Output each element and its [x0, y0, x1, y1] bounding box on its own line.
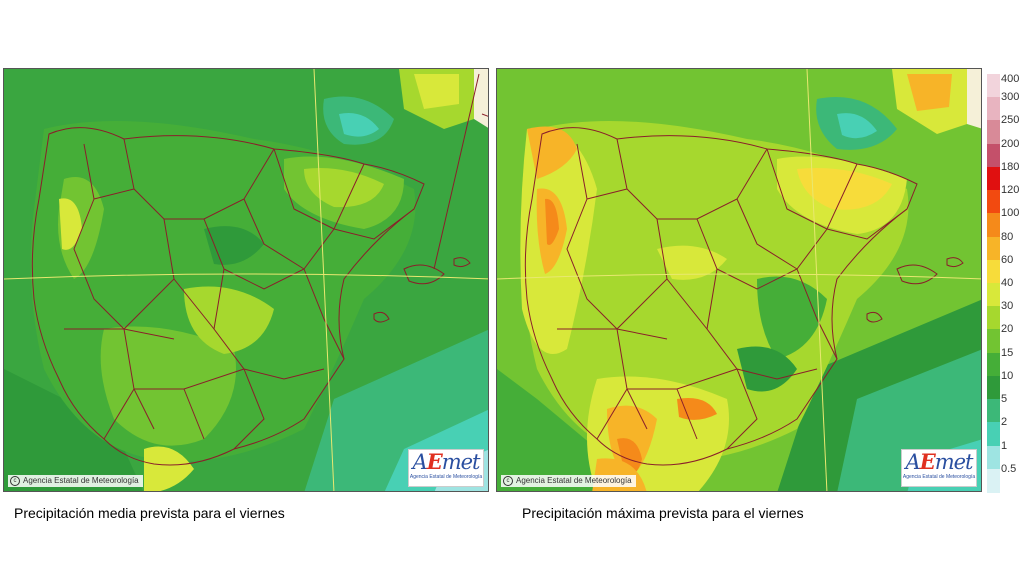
- legend-label: 40: [1001, 277, 1014, 289]
- credit-label: c Agencia Estatal de Meteorología: [501, 475, 636, 487]
- legend-swatch: [987, 445, 1000, 470]
- logo-subtext: Agencia Estatal de Meteorología: [409, 474, 483, 480]
- legend-label: 30: [1001, 300, 1014, 313]
- legend-label: 60: [1001, 253, 1014, 266]
- logo-mark: AEmet: [905, 449, 974, 475]
- mean-precipitation-map: c Agencia Estatal de Meteorología AEmet A…: [3, 68, 489, 492]
- legend-label: 120: [1001, 184, 1020, 197]
- legend-swatch: [987, 352, 1000, 377]
- legend-label: 0.5: [1001, 462, 1017, 475]
- legend-label: 5: [1001, 393, 1008, 406]
- legend-label: 100: [1001, 207, 1020, 220]
- logo-subtext: Agencia Estatal de Meteorología: [902, 474, 976, 480]
- legend-swatch: [987, 213, 1000, 238]
- legend-label: 1: [1001, 439, 1008, 452]
- legend-label: 2: [1001, 416, 1008, 429]
- legend-swatch: [987, 399, 1000, 424]
- legend-swatch: [987, 166, 1000, 191]
- legend-swatch: [987, 283, 1000, 307]
- legend-label: 200: [1001, 137, 1020, 150]
- legend-label: 15: [1001, 346, 1014, 359]
- legend-label: 80: [1001, 230, 1014, 243]
- legend-swatch: [987, 422, 1000, 447]
- legend-label: 400: [1001, 73, 1020, 85]
- aemet-logo: AEmet Agencia Estatal de Meteorología: [901, 449, 977, 487]
- credit-text: Agencia Estatal de Meteorología: [23, 476, 139, 486]
- legend-swatch: [987, 306, 1000, 331]
- legend-swatch: [987, 468, 1000, 493]
- max-precipitation-field: [497, 69, 981, 491]
- copyright-icon: c: [10, 476, 20, 486]
- precipitation-legend: 400 300 250 200 180 120 100 80 60 40 30 20 15 10 5 2 1 0.…: [987, 73, 1023, 493]
- legend-label: 180: [1001, 160, 1020, 173]
- legend-swatch: [987, 259, 1000, 284]
- legend-swatch: [987, 120, 1000, 145]
- credit-text: Agencia Estatal de Meteorología: [516, 476, 632, 486]
- mean-precipitation-field: [4, 69, 488, 491]
- legend-swatch: [987, 190, 1000, 215]
- legend-swatch: [987, 236, 1000, 261]
- copyright-icon: c: [503, 476, 513, 486]
- legend-swatch: [987, 329, 1000, 354]
- legend-label: 250: [1001, 114, 1020, 127]
- max-map-caption: Precipitación máxima prevista para el vi…: [522, 505, 804, 521]
- legend-swatch: [987, 74, 1000, 98]
- credit-label: c Agencia Estatal de Meteorología: [8, 475, 143, 487]
- legend-swatch: [987, 143, 1000, 168]
- legend-label: 20: [1001, 323, 1014, 336]
- legend-swatch: [987, 375, 1000, 400]
- aemet-logo: AEmet Agencia Estatal de Meteorología: [408, 449, 484, 487]
- legend-label: 300: [1001, 91, 1020, 104]
- legend-swatch: [987, 97, 1000, 122]
- logo-mark: AEmet: [412, 449, 481, 475]
- legend-label: 10: [1001, 369, 1014, 382]
- max-precipitation-map: c Agencia Estatal de Meteorología AEmet A…: [496, 68, 982, 492]
- mean-map-caption: Precipitación media prevista para el vie…: [14, 505, 285, 521]
